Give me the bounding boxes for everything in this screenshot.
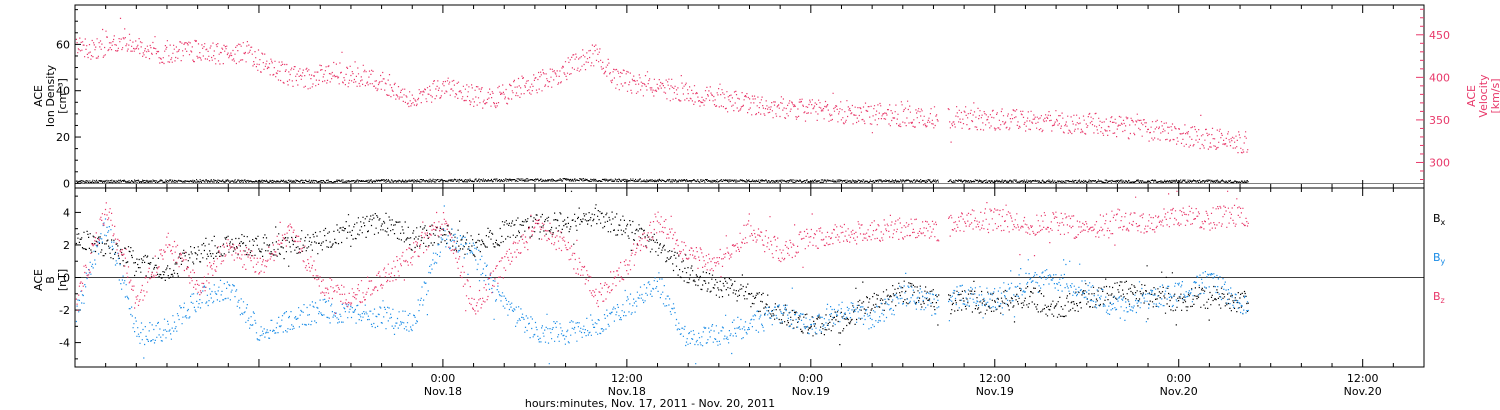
b-tick-label-3: 2 xyxy=(63,239,70,252)
b-series-by xyxy=(75,205,1249,365)
velocity-axis-label-line1: ACE xyxy=(1465,85,1478,107)
ion-density-axis-label-line1: ACE xyxy=(32,85,45,107)
plasma-marks xyxy=(75,17,1249,184)
b-field-axis-label-line3: [nT] xyxy=(56,269,69,291)
x-tick-time-1: 12:00 xyxy=(611,372,643,385)
legend-by-sub: y xyxy=(1441,257,1446,266)
velocity-tick-label-1: 350 xyxy=(1429,114,1450,127)
b-series-bz xyxy=(75,190,1249,315)
b-tick-label-1: -2 xyxy=(59,304,70,317)
x-tick-date-5: Nov.20 xyxy=(1344,385,1382,398)
legend-by: By xyxy=(1433,251,1446,266)
density-tick-label-3: 60 xyxy=(56,38,70,51)
x-tick-time-4: 0:00 xyxy=(1166,372,1191,385)
x-tick-time-5: 12:00 xyxy=(1347,372,1379,385)
velocity-tick-label-3: 450 xyxy=(1429,29,1450,42)
x-tick-time-2: 0:00 xyxy=(798,372,823,385)
legend-bx-sub: x xyxy=(1441,218,1446,227)
ion-density-axis-label-line3: [cm⁻³] xyxy=(56,78,69,114)
x-tick-date-1: Nov.18 xyxy=(608,385,646,398)
x-tick-date-3: Nov.19 xyxy=(976,385,1014,398)
legend-bz-base: B xyxy=(1433,290,1441,303)
velocity-axis-label-line3: [km/s] xyxy=(1489,78,1500,113)
x-tick-time-0: 0:00 xyxy=(431,372,456,385)
velocity-tick-label-0: 300 xyxy=(1429,156,1450,169)
b-tick-label-2: 0 xyxy=(63,272,70,285)
b-tick-label-0: -4 xyxy=(59,337,70,350)
plasma-axes: 0 20 40 60 300 350 400 450 xyxy=(56,8,1450,190)
b-tick-label-4: 4 xyxy=(63,206,70,219)
velocity-axis-label-line2: Velocity xyxy=(1477,74,1490,118)
legend-bx: Bx xyxy=(1433,212,1446,227)
b-field-axis-label-line1: ACE xyxy=(32,269,45,291)
legend-by-base: B xyxy=(1433,251,1441,264)
magnetic-axes: -4 -2 0 2 4 xyxy=(59,195,1424,360)
x-tick-date-0: Nov.18 xyxy=(424,385,462,398)
x-tick-time-3: 12:00 xyxy=(979,372,1011,385)
density-tick-label-2: 40 xyxy=(56,85,70,98)
x-axis: 0:00Nov.1812:00Nov.180:00Nov.1912:00Nov.… xyxy=(105,5,1394,398)
x-tick-date-4: Nov.20 xyxy=(1160,385,1198,398)
legend-bz: Bz xyxy=(1433,290,1445,305)
density-tick-label-1: 20 xyxy=(56,131,70,144)
ion-density-series xyxy=(75,177,1249,184)
velocity-tick-label-2: 400 xyxy=(1429,71,1450,84)
velocity-series xyxy=(75,17,1249,154)
ion-density-axis-label-line2: Ion Density xyxy=(44,64,57,127)
x-axis-title: hours:minutes, Nov. 17, 2011 - Nov. 20, … xyxy=(525,397,775,410)
b-series-bx xyxy=(75,190,1249,346)
density-tick-label-0: 0 xyxy=(63,177,70,190)
magnetic-marks xyxy=(75,190,1249,365)
plasma-panel-frame xyxy=(74,4,1425,189)
legend-bx-base: B xyxy=(1433,212,1441,225)
legend-bz-sub: z xyxy=(1441,296,1445,305)
x-tick-date-2: Nov.19 xyxy=(792,385,830,398)
b-field-axis-label-line2: B xyxy=(44,276,57,284)
